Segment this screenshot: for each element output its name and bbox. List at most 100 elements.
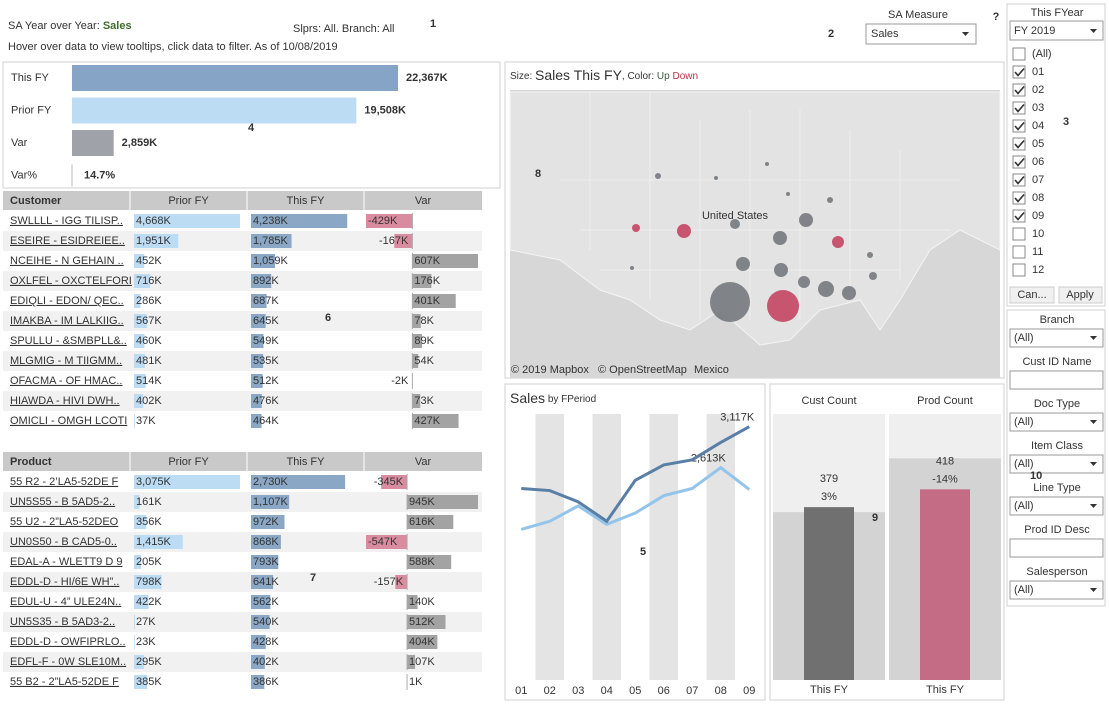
- filter-dropdown[interactable]: [1009, 580, 1104, 600]
- var-bar[interactable]: [407, 555, 452, 569]
- row-name[interactable]: 55 B2 - 2”LA5-52DE F: [10, 676, 119, 688]
- map-bubble[interactable]: [798, 276, 810, 288]
- option-label[interactable]: 09: [1032, 210, 1044, 222]
- this-fy-bar[interactable]: [251, 294, 267, 308]
- prior-fy-bar[interactable]: [134, 294, 141, 308]
- map-bubble[interactable]: [655, 173, 661, 179]
- option-label[interactable]: 12: [1032, 264, 1044, 276]
- var-bar[interactable]: [407, 595, 418, 609]
- row-name[interactable]: ESEIRE - ESIDREIEE..: [10, 235, 125, 247]
- checkbox[interactable]: [1012, 137, 1026, 151]
- option-label[interactable]: 10: [1032, 228, 1044, 240]
- checkbox[interactable]: [1012, 101, 1026, 115]
- filter-dropdown[interactable]: [1009, 496, 1104, 516]
- this-fy-bar[interactable]: [251, 595, 271, 609]
- var-bar[interactable]: [407, 655, 416, 669]
- var-bar[interactable]: [412, 254, 478, 268]
- option-label[interactable]: (All): [1032, 48, 1052, 60]
- this-fy-bar[interactable]: [251, 234, 292, 248]
- var-bar[interactable]: [366, 214, 413, 228]
- row-name[interactable]: SPULLU - &SMBPLL&..: [10, 335, 127, 347]
- var-bar[interactable]: [412, 414, 459, 428]
- year-value[interactable]: FY 2019: [1014, 25, 1055, 37]
- option-label[interactable]: 01: [1032, 66, 1044, 78]
- this-fy-bar[interactable]: [251, 495, 290, 509]
- this-fy-bar[interactable]: [251, 274, 272, 288]
- row-name[interactable]: OFACMA - OF HMAC..: [10, 375, 122, 387]
- checkbox[interactable]: [1012, 245, 1026, 259]
- measure-dropdown[interactable]: [865, 23, 977, 45]
- count-bar[interactable]: [804, 507, 854, 680]
- map-bubble[interactable]: [774, 263, 788, 277]
- map-bubble[interactable]: [799, 213, 813, 227]
- checkbox[interactable]: [1012, 83, 1026, 97]
- prior-fy-bar[interactable]: [134, 595, 149, 609]
- this-fy-bar[interactable]: [251, 254, 276, 268]
- filter-value[interactable]: (All): [1014, 458, 1034, 470]
- row-name[interactable]: HIAWDA - HIVI DWH..: [10, 395, 120, 407]
- filter-dropdown[interactable]: [1009, 412, 1104, 432]
- row-name[interactable]: EDIQLI - EDON/ QEC..: [10, 295, 124, 307]
- help-icon[interactable]: ?: [993, 11, 1000, 23]
- this-fy-bar[interactable]: [251, 575, 274, 589]
- count-bar[interactable]: [920, 489, 970, 680]
- checkbox[interactable]: [1012, 191, 1026, 205]
- var-bar[interactable]: [407, 515, 454, 529]
- var-bar[interactable]: [412, 314, 421, 328]
- map-bubble[interactable]: [710, 282, 750, 322]
- this-fy-bar[interactable]: [251, 354, 264, 368]
- prior-fy-bar[interactable]: [134, 535, 183, 549]
- filter-dropdown[interactable]: [1009, 454, 1104, 474]
- filter-value[interactable]: (All): [1014, 584, 1034, 596]
- row-name[interactable]: EDDL-D - HI/6E WH”..: [10, 576, 119, 588]
- prior-fy-bar[interactable]: [134, 555, 142, 569]
- prior-fy-bar[interactable]: [134, 374, 146, 388]
- var-bar[interactable]: [394, 234, 413, 248]
- this-fy-bar[interactable]: [251, 314, 266, 328]
- row-name[interactable]: EDUL-U - 4” ULE24N..: [10, 596, 121, 608]
- map-bubble[interactable]: [730, 219, 740, 229]
- filter-textbox[interactable]: [1009, 538, 1104, 558]
- row-name[interactable]: NCEIHE - N GEHAIN ..: [10, 255, 124, 267]
- prior-fy-bar[interactable]: [134, 254, 145, 268]
- option-label[interactable]: 06: [1032, 156, 1044, 168]
- filter-value[interactable]: (All): [1014, 416, 1034, 428]
- var-bar[interactable]: [381, 475, 408, 489]
- this-fy-bar[interactable]: [251, 394, 262, 408]
- filter-dropdown[interactable]: [1009, 328, 1104, 348]
- var-bar[interactable]: [412, 294, 456, 308]
- apply-button[interactable]: [1058, 286, 1103, 304]
- year-dropdown[interactable]: [1009, 20, 1104, 41]
- prior-fy-bar[interactable]: [134, 314, 147, 328]
- map-bubble[interactable]: [767, 290, 799, 322]
- var-bar[interactable]: [407, 495, 478, 509]
- option-label[interactable]: 07: [1032, 174, 1044, 186]
- prior-fy-bar[interactable]: [134, 655, 145, 669]
- option-label[interactable]: 04: [1032, 120, 1044, 132]
- row-name[interactable]: MLGMIG - M TIIGMM..: [10, 355, 122, 367]
- var-bar[interactable]: [407, 615, 446, 629]
- var-bar[interactable]: [412, 394, 421, 408]
- this-fy-bar[interactable]: [251, 334, 264, 348]
- row-name[interactable]: EDFL-F - 0W SLE10M..: [10, 656, 126, 668]
- map-bubble[interactable]: [869, 272, 877, 280]
- var-bar[interactable]: [407, 635, 438, 649]
- prior-fy-bar[interactable]: [134, 354, 145, 368]
- line-series[interactable]: [521, 425, 750, 524]
- map-bubble[interactable]: [773, 231, 787, 245]
- prior-fy-bar[interactable]: [134, 334, 145, 348]
- this-fy-bar[interactable]: [251, 655, 265, 669]
- checkbox[interactable]: [1012, 65, 1026, 79]
- checkbox[interactable]: [1012, 47, 1026, 61]
- checkbox[interactable]: [1012, 209, 1026, 223]
- prior-fy-bar[interactable]: [134, 234, 179, 248]
- var-bar[interactable]: [395, 575, 408, 589]
- var-bar[interactable]: [412, 334, 422, 348]
- row-name[interactable]: 55 R2 - 2’LA5-52DE F: [10, 476, 118, 488]
- prior-fy-bar[interactable]: [134, 274, 151, 288]
- prior-fy-bar[interactable]: [134, 394, 144, 408]
- map-bubble[interactable]: [827, 197, 833, 203]
- this-fy-bar[interactable]: [251, 414, 262, 428]
- option-label[interactable]: 11: [1032, 246, 1043, 258]
- this-fy-bar[interactable]: [251, 515, 285, 529]
